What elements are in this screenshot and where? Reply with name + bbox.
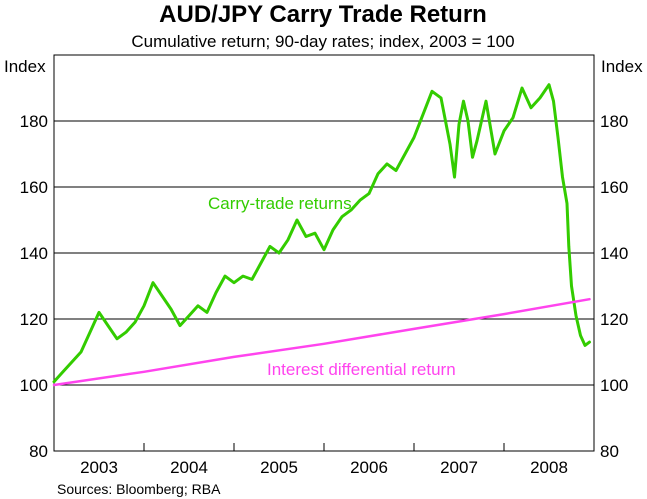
x-tick-label: 2005 bbox=[260, 458, 298, 477]
x-tick-label: 2007 bbox=[440, 458, 478, 477]
y-tick-label-right: 140 bbox=[600, 244, 628, 263]
series-label-carry: Carry-trade returns bbox=[208, 194, 352, 213]
y-axis-label-right: Index bbox=[601, 57, 643, 76]
y-ticks-right: 80 100 120 140 160 180 bbox=[600, 112, 628, 461]
x-tick-label: 2006 bbox=[350, 458, 388, 477]
gridlines bbox=[54, 120, 594, 386]
y-axis-label-left: Index bbox=[4, 57, 46, 76]
carry-trade-returns-line bbox=[52, 83, 591, 384]
y-tick-label-left: 160 bbox=[20, 178, 48, 197]
x-tick-label: 2003 bbox=[80, 458, 118, 477]
source-note: Sources: Bloomberg; RBA bbox=[57, 481, 221, 497]
y-tick-label-left: 140 bbox=[20, 244, 48, 263]
y-tick-label-right: 180 bbox=[600, 112, 628, 131]
y-tick-label-left: 100 bbox=[20, 376, 48, 395]
y-tick-label-right: 160 bbox=[600, 178, 628, 197]
chart-title: AUD/JPY Carry Trade Return bbox=[159, 1, 487, 28]
y-tick-label-left: 180 bbox=[20, 112, 48, 131]
y-tick-label-right: 80 bbox=[600, 442, 619, 461]
y-ticks-left: 80 100 120 140 160 180 bbox=[20, 112, 48, 461]
interest-differential-line bbox=[52, 297, 591, 387]
x-tick-label: 2008 bbox=[530, 458, 568, 477]
y-tick-label-right: 120 bbox=[600, 310, 628, 329]
series-label-interest: Interest differential return bbox=[267, 360, 456, 379]
y-tick-label-left: 80 bbox=[29, 442, 48, 461]
chart-subtitle: Cumulative return; 90-day rates; index, … bbox=[131, 32, 514, 51]
x-tick-label: 2004 bbox=[170, 458, 208, 477]
y-tick-label-right: 100 bbox=[600, 376, 628, 395]
y-tick-label-left: 120 bbox=[20, 310, 48, 329]
x-ticks: 2003 2004 2005 2006 2007 2008 bbox=[53, 443, 595, 477]
plot-frame bbox=[53, 54, 595, 452]
series-layer bbox=[52, 83, 591, 387]
